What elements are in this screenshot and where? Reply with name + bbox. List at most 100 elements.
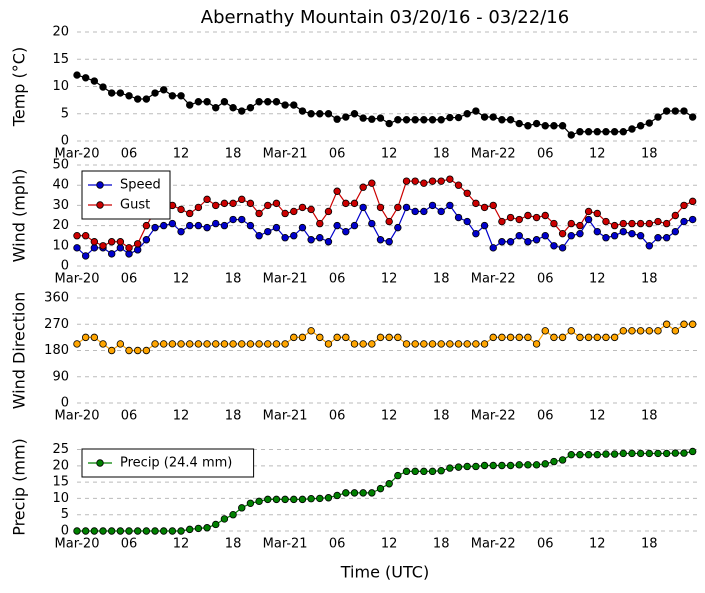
data-point bbox=[307, 495, 315, 503]
data-point bbox=[636, 219, 645, 228]
data-point bbox=[628, 229, 636, 238]
x-tick-label: 06 bbox=[329, 147, 346, 162]
x-tick-label: 12 bbox=[589, 409, 606, 424]
data-point bbox=[524, 238, 532, 246]
data-point bbox=[636, 122, 645, 130]
data-point bbox=[550, 333, 558, 342]
data-point bbox=[411, 207, 419, 216]
data-point bbox=[550, 219, 558, 228]
data-point bbox=[298, 203, 307, 212]
data-point bbox=[619, 327, 627, 335]
data-point bbox=[298, 223, 307, 232]
data-point bbox=[220, 515, 229, 523]
data-point bbox=[350, 110, 359, 118]
data-point bbox=[463, 110, 471, 118]
data-point bbox=[567, 327, 575, 335]
data-point bbox=[385, 480, 393, 488]
data-point bbox=[264, 201, 272, 210]
data-point bbox=[446, 340, 454, 348]
data-point bbox=[298, 333, 307, 342]
data-point bbox=[550, 457, 558, 466]
data-point bbox=[368, 340, 376, 348]
data-point bbox=[307, 205, 315, 214]
x-tick-label: 18 bbox=[433, 537, 450, 552]
data-point bbox=[541, 211, 549, 220]
data-point bbox=[463, 217, 471, 226]
data-point bbox=[342, 227, 350, 236]
data-point bbox=[255, 231, 263, 240]
data-point bbox=[671, 327, 680, 335]
y-tick-label: 50 bbox=[52, 158, 69, 173]
data-point bbox=[524, 211, 532, 220]
data-point bbox=[246, 499, 255, 507]
data-point bbox=[324, 238, 333, 246]
data-point bbox=[489, 113, 497, 121]
data-point bbox=[203, 524, 211, 532]
data-point bbox=[463, 189, 471, 197]
data-point bbox=[125, 346, 133, 355]
data-point bbox=[229, 104, 237, 112]
data-point bbox=[177, 92, 185, 100]
data-point bbox=[472, 340, 480, 348]
x-tick-label: Mar-20 bbox=[55, 537, 100, 552]
x-tick-label: 12 bbox=[173, 272, 190, 287]
x-tick-label: 06 bbox=[121, 537, 138, 552]
data-point bbox=[73, 527, 81, 535]
data-point bbox=[342, 489, 350, 497]
data-point bbox=[281, 495, 289, 504]
data-point bbox=[194, 524, 203, 533]
data-point bbox=[272, 199, 281, 208]
x-tick-label: 18 bbox=[641, 272, 658, 287]
data-point bbox=[385, 333, 393, 342]
data-point bbox=[602, 333, 610, 342]
data-point bbox=[220, 340, 229, 348]
data-point bbox=[73, 340, 81, 348]
data-point bbox=[368, 219, 376, 228]
data-point bbox=[489, 333, 497, 342]
data-point bbox=[394, 203, 402, 212]
y-tick-label: 15 bbox=[52, 475, 69, 490]
data-point bbox=[515, 333, 523, 342]
data-point bbox=[316, 234, 324, 242]
data-point bbox=[532, 461, 541, 469]
x-tick-label: 06 bbox=[329, 272, 346, 287]
data-point bbox=[654, 113, 662, 121]
x-tick-label: 12 bbox=[173, 537, 190, 552]
data-point bbox=[160, 340, 168, 348]
data-point bbox=[636, 327, 645, 335]
series-line bbox=[76, 74, 694, 136]
data-point bbox=[602, 128, 610, 136]
x-tick-label: Mar-21 bbox=[263, 537, 308, 552]
data-point bbox=[116, 527, 125, 535]
legend: Precip (24.4 mm) bbox=[81, 448, 255, 478]
data-point bbox=[194, 98, 203, 106]
data-point bbox=[186, 221, 194, 230]
data-point bbox=[220, 221, 229, 230]
data-point bbox=[446, 175, 454, 183]
data-point bbox=[324, 494, 333, 502]
data-point bbox=[142, 221, 151, 230]
data-point bbox=[610, 231, 619, 240]
data-point bbox=[454, 463, 463, 471]
data-point bbox=[359, 203, 367, 212]
data-point bbox=[368, 115, 376, 123]
data-point bbox=[316, 110, 324, 118]
data-point bbox=[541, 327, 549, 335]
data-point bbox=[212, 340, 220, 348]
data-point bbox=[411, 340, 419, 348]
data-point bbox=[151, 223, 159, 232]
data-point bbox=[654, 327, 662, 335]
x-tick-label: Mar-20 bbox=[55, 409, 100, 424]
data-point bbox=[264, 340, 272, 348]
data-point bbox=[116, 89, 125, 97]
data-point bbox=[229, 215, 237, 224]
data-point bbox=[645, 242, 654, 250]
data-point bbox=[151, 340, 159, 348]
data-point bbox=[342, 333, 350, 342]
data-point bbox=[688, 215, 697, 224]
data-point bbox=[558, 229, 567, 238]
data-point bbox=[307, 110, 315, 118]
data-point bbox=[203, 340, 211, 348]
x-tick-label: 12 bbox=[381, 272, 398, 287]
data-point bbox=[107, 527, 116, 535]
